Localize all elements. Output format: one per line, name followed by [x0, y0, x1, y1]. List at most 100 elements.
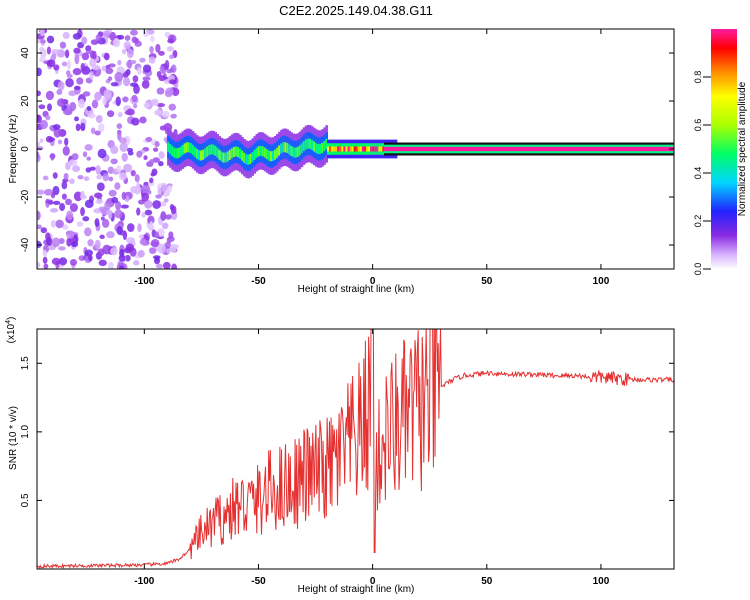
- colorbar-label: Normalized spectral amplitude: [737, 81, 748, 216]
- heatmap-noise-cell: [39, 46, 45, 52]
- heatmap-signal-cell: [232, 146, 236, 157]
- heatmap-noise-cell: [37, 67, 42, 77]
- heatmap-noise-cell: [83, 176, 90, 182]
- heatmap-signal-cell: [175, 148, 178, 159]
- heatmap-noise-cell: [95, 198, 104, 205]
- heatmap-noise-cell: [94, 91, 102, 101]
- heatmap-noise-cell: [37, 240, 42, 249]
- heatmap-noise-cell: [152, 147, 159, 152]
- heatmap-signal-cell: [234, 146, 238, 157]
- heatmap-signal-cell: [193, 146, 197, 157]
- heatmap-noise-cell: [38, 104, 46, 110]
- heatmap-noise-cell: [171, 263, 177, 269]
- heatmap-noise-cell: [126, 223, 135, 233]
- heatmap-signal-cell: [374, 146, 377, 152]
- heatmap-noise-cell: [46, 46, 51, 55]
- heatmap-signal-cell: [185, 142, 189, 153]
- heatmap-signal-cell: [304, 139, 308, 150]
- heatmap-signal-cell: [329, 146, 332, 152]
- heatmap-noise-cell: [130, 169, 136, 177]
- heatmap-noise-cell: [127, 150, 134, 156]
- heatmap-noise-cell: [155, 263, 164, 269]
- heatmap-noise-cell: [73, 85, 81, 90]
- heatmap-noise-cell: [108, 176, 114, 182]
- heatmap-signal-cell: [269, 151, 273, 162]
- heatmap-noise-cell: [154, 141, 160, 148]
- heatmap-signal-cell: [263, 147, 267, 158]
- heatmap-noise-cell: [98, 123, 105, 133]
- spectrogram-x-tick-label: -50: [251, 276, 266, 287]
- heatmap-noise-cell: [139, 57, 146, 63]
- heatmap-signal-cell: [247, 154, 250, 165]
- heatmap-signal-cell: [308, 138, 312, 149]
- heatmap-noise-cell: [125, 243, 134, 252]
- heatmap-signal-cell: [237, 147, 240, 158]
- heatmap-signal-cell: [265, 149, 269, 160]
- colorbar-tick-label: 0.8: [693, 71, 703, 84]
- heatmap-noise-cell: [45, 114, 51, 121]
- heatmap-signal-cell: [169, 143, 172, 155]
- heatmap-signal-cell: [284, 142, 287, 153]
- heatmap-signal-cell: [326, 146, 330, 152]
- snr-series-line: [37, 329, 674, 569]
- heatmap-signal-cell: [380, 146, 383, 152]
- heatmap-noise-cell: [73, 191, 83, 202]
- heatmap-noise-cell: [99, 234, 105, 240]
- heatmap-noise-cell: [101, 218, 110, 228]
- heatmap-noise-cell: [45, 199, 54, 204]
- heatmap-signal-cell: [310, 139, 314, 150]
- heatmap-signal-cell: [228, 149, 232, 160]
- heatmap-signal-cell: [298, 145, 302, 156]
- heatmap-noise-cell: [65, 70, 71, 76]
- heatmap-noise-cell: [150, 172, 156, 177]
- heatmap-noise-cell: [138, 234, 145, 239]
- heatmap-noise-cell: [43, 263, 49, 269]
- heatmap-signal-cell: [230, 148, 234, 159]
- heatmap-signal-cell: [321, 142, 324, 153]
- heatmap-noise-cell: [83, 227, 92, 237]
- heatmap-noise-cell: [117, 112, 123, 118]
- heatmap-noise-cell: [116, 123, 123, 129]
- heatmap-noise-cell: [86, 105, 92, 112]
- heatmap-noise-cell: [77, 174, 84, 180]
- heatmap-noise-cell: [63, 109, 73, 116]
- heatmap-noise-cell: [47, 103, 52, 112]
- spectrogram-y-tick-label: 40: [20, 47, 31, 59]
- heatmap-noise-cell: [90, 127, 96, 134]
- heatmap-noise-cell: [163, 198, 169, 203]
- heatmap-signal-cell: [220, 151, 224, 162]
- heatmap-noise-cell: [120, 204, 130, 209]
- heatmap-noise-cell: [103, 89, 112, 99]
- heatmap-noise-cell: [94, 218, 100, 227]
- heatmap-signal-cell: [315, 142, 318, 154]
- heatmap-signal-cell: [191, 144, 195, 155]
- heatmap-signal-cell: [280, 143, 283, 154]
- heatmap-noise-cell: [123, 41, 131, 50]
- heatmap-noise-cell: [81, 36, 88, 45]
- heatmap-noise-cell: [78, 98, 85, 109]
- heatmap-noise-cell: [136, 66, 142, 76]
- heatmap-signal-cell: [179, 146, 183, 157]
- heatmap-noise-cell: [148, 158, 155, 165]
- heatmap-noise-cell: [72, 165, 81, 173]
- heatmap-signal-cell: [214, 145, 218, 156]
- heatmap-signal-cell: [255, 147, 259, 158]
- heatmap-noise-cell: [116, 225, 123, 235]
- heatmap-noise-cell: [49, 208, 59, 213]
- heatmap-signal-cell: [302, 141, 306, 152]
- heatmap-noise-cell: [56, 89, 63, 96]
- heatmap-noise-cell: [80, 206, 85, 217]
- heatmap-noise-cell: [62, 31, 70, 40]
- snr-x-tick-label: -50: [251, 576, 266, 587]
- heatmap-noise-cell: [73, 47, 81, 54]
- heatmap-signal-cell: [243, 152, 246, 163]
- snr-x-tick-label: 50: [481, 576, 493, 587]
- heatmap-noise-cell: [82, 91, 91, 97]
- heatmap-noise-cell: [158, 160, 164, 167]
- heatmap-noise-cell: [134, 174, 140, 183]
- heatmap-noise-cell: [89, 71, 94, 80]
- heatmap-noise-cell: [52, 124, 61, 130]
- heatmap-signal-cell: [200, 150, 203, 161]
- heatmap-noise-cell: [131, 94, 138, 103]
- heatmap-noise-cell: [151, 100, 159, 107]
